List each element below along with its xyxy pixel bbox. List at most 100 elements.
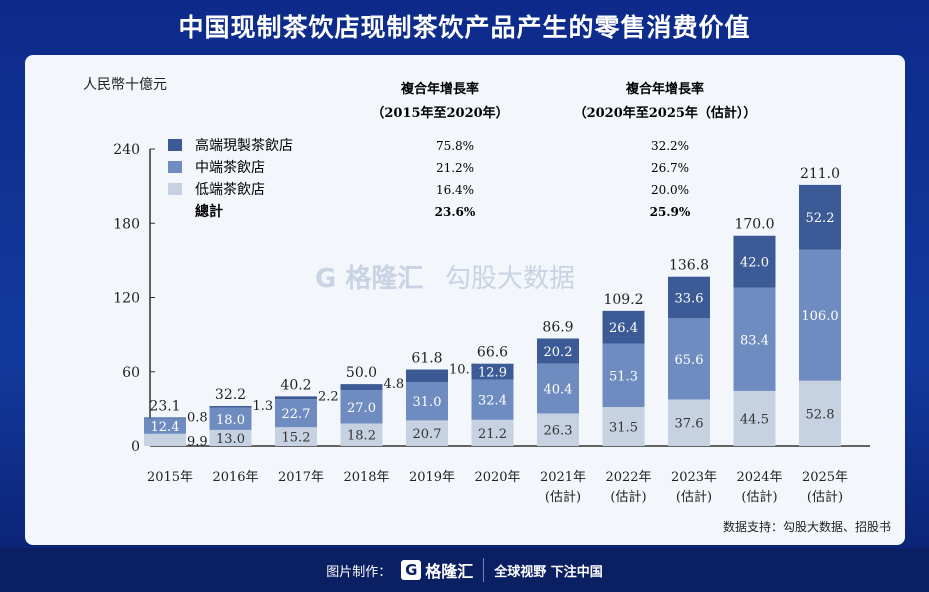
cagr-value-2: 25.9% bbox=[650, 205, 691, 219]
bar-segment bbox=[602, 407, 645, 446]
data-label: 10.1 bbox=[449, 363, 478, 378]
bar-segment bbox=[406, 382, 448, 421]
x-tick-label: 2021年 bbox=[540, 470, 586, 485]
data-label: 44.5 bbox=[740, 412, 769, 427]
total-label: 50.0 bbox=[346, 365, 377, 381]
data-label: 2.2 bbox=[318, 389, 339, 404]
watermark-right: 勾股大数据 bbox=[445, 264, 575, 294]
total-label: 170.0 bbox=[734, 217, 774, 233]
bar-segment bbox=[406, 369, 448, 383]
legend-swatch bbox=[168, 161, 182, 173]
bar-segment bbox=[340, 384, 383, 391]
bar-segment bbox=[275, 396, 317, 400]
bar-segment bbox=[275, 427, 317, 446]
bar-segment bbox=[668, 276, 710, 319]
x-tick-label: 2019年 bbox=[409, 470, 455, 485]
x-tick-sublabel: (估計) bbox=[545, 489, 581, 505]
data-label: 42.0 bbox=[740, 256, 769, 271]
data-label: 51.3 bbox=[609, 369, 638, 384]
bar-segment bbox=[537, 363, 579, 414]
legend-label: 低端茶飲店 bbox=[195, 182, 265, 198]
data-label: 12.9 bbox=[478, 366, 507, 381]
bar-segment bbox=[602, 343, 645, 408]
cagr-value-2: 32.2% bbox=[651, 139, 689, 153]
bar-segment bbox=[733, 287, 776, 391]
data-label: 1.3 bbox=[253, 399, 274, 414]
bar-segment bbox=[144, 418, 186, 434]
legend-swatch bbox=[168, 139, 182, 151]
bar-segment bbox=[471, 419, 514, 446]
data-label: 106.0 bbox=[801, 309, 838, 324]
data-label: 40.4 bbox=[544, 382, 573, 397]
bar-segment bbox=[733, 235, 776, 288]
source-note: 数据支持：勾股大数据、招股书 bbox=[723, 519, 891, 534]
y-tick-label: 120 bbox=[113, 291, 140, 307]
x-tick-sublabel: (估計) bbox=[807, 489, 843, 505]
slogan: 全球视野 下注中国 bbox=[494, 564, 603, 580]
data-label: 12.4 bbox=[151, 420, 180, 435]
data-label: 22.7 bbox=[282, 407, 311, 422]
x-tick-label: 2022年 bbox=[605, 470, 651, 485]
total-label: 66.6 bbox=[477, 345, 508, 361]
watermark-left: G 格隆汇 bbox=[315, 263, 423, 294]
total-label: 23.1 bbox=[149, 398, 180, 414]
legend-label: 總計 bbox=[195, 203, 223, 220]
data-label: 52.2 bbox=[806, 211, 835, 226]
data-label: 65.6 bbox=[675, 353, 704, 368]
bar-segment bbox=[471, 363, 514, 380]
y-tick-label: 0 bbox=[131, 439, 140, 455]
x-tick-label: 2017年 bbox=[278, 470, 324, 485]
data-label: 26.3 bbox=[544, 424, 573, 439]
data-label: 15.2 bbox=[282, 431, 311, 446]
y-tick-label: 240 bbox=[113, 142, 140, 158]
data-label: 0.8 bbox=[187, 410, 208, 425]
legend-label: 高端現製茶飲店 bbox=[195, 137, 293, 154]
bar-segment bbox=[144, 417, 186, 419]
x-tick-sublabel: (估計) bbox=[676, 489, 712, 505]
data-label: 21.2 bbox=[478, 427, 507, 442]
bar-segment bbox=[537, 338, 579, 364]
data-label: 18.2 bbox=[347, 429, 376, 444]
logo: G 格隆汇 bbox=[401, 558, 473, 582]
bar-segment bbox=[668, 318, 710, 400]
data-label: 26.4 bbox=[609, 321, 638, 336]
bar-segment bbox=[406, 420, 448, 446]
chart: G 格隆汇 勾股大数据 人民幣十億元 0 60 120 180 240 9.9 12.4 0.8 23… bbox=[83, 77, 891, 534]
cagr-header-1: 複合年增長率 bbox=[400, 81, 479, 97]
total-label: 211.0 bbox=[800, 166, 840, 182]
cagr-value-1: 16.4% bbox=[436, 183, 474, 197]
bar-segment bbox=[209, 406, 252, 408]
x-tick-label: 2015年 bbox=[147, 470, 193, 485]
bar-segment bbox=[471, 379, 514, 420]
total-label: 136.8 bbox=[669, 258, 709, 274]
data-label: 83.4 bbox=[740, 333, 769, 348]
legend-label: 中端茶飲店 bbox=[195, 160, 265, 176]
x-tick-label: 2023年 bbox=[671, 470, 717, 485]
x-tick-label: 2016年 bbox=[212, 470, 258, 485]
x-tick-label: 2024年 bbox=[736, 470, 782, 485]
data-label: 31.0 bbox=[413, 395, 442, 410]
divider bbox=[483, 558, 485, 582]
cagr-value-2: 20.0% bbox=[651, 183, 689, 197]
bar-segment bbox=[799, 184, 841, 250]
bar-segment bbox=[668, 399, 710, 446]
bar-segment bbox=[799, 249, 841, 381]
cagr-value-2: 26.7% bbox=[651, 161, 689, 175]
x-tick-label: 2018年 bbox=[343, 470, 389, 485]
cagr-value-1: 75.8% bbox=[436, 139, 474, 153]
data-label: 52.8 bbox=[806, 407, 835, 422]
bar-segment bbox=[537, 413, 579, 446]
bar-segment bbox=[733, 390, 776, 446]
data-label: 4.8 bbox=[384, 377, 405, 392]
y-axis-label: 人民幣十億元 bbox=[83, 77, 167, 93]
footer: 图片制作： G 格隆汇 全球视野 下注中国 bbox=[0, 548, 929, 592]
x-tick-label: 2020年 bbox=[474, 470, 520, 485]
chart-card: G 格隆汇 勾股大数据 人民幣十億元 0 60 120 180 240 9.9 12.4 0.8 23… bbox=[25, 55, 905, 545]
total-label: 32.2 bbox=[215, 387, 246, 403]
y-tick-label: 180 bbox=[113, 216, 140, 232]
x-tick-sublabel: (估計) bbox=[741, 489, 777, 505]
legend-swatch bbox=[168, 183, 182, 195]
cagr-value-1: 21.2% bbox=[436, 161, 474, 175]
data-label: 32.4 bbox=[478, 394, 507, 409]
bar-segment bbox=[340, 390, 383, 424]
